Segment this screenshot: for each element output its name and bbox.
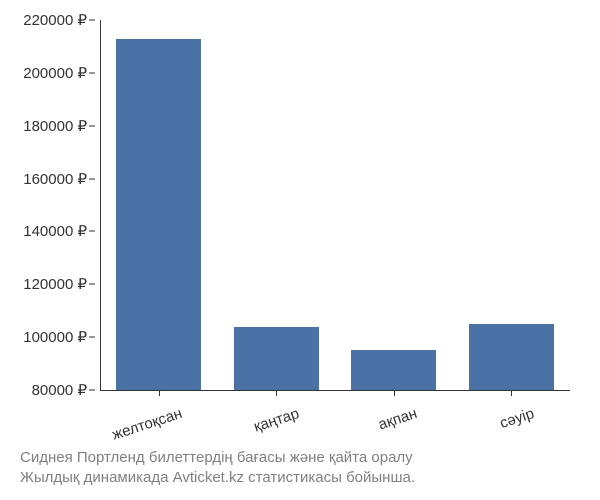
y-tick-label: 100000 ₽ — [23, 328, 87, 346]
y-tick-mark — [89, 284, 95, 285]
x-tick-mark — [159, 390, 160, 396]
y-tick-mark — [89, 178, 95, 179]
y-tick-label: 220000 ₽ — [23, 11, 87, 29]
bar — [116, 39, 201, 391]
y-tick-mark — [89, 231, 95, 232]
bar — [469, 324, 554, 390]
caption-line-1: Сиднея Портленд билеттердің бағасы және … — [20, 448, 580, 468]
x-axis-line — [100, 390, 570, 391]
y-tick-mark — [89, 20, 95, 21]
chart-container: 80000 ₽ 100000 ₽ 120000 ₽ 140000 ₽ 160000 ₽ 1… — [0, 0, 600, 500]
y-tick-mark — [89, 337, 95, 338]
x-axis-labels: желтоқсанқаңтарақпансәуір — [100, 395, 570, 445]
caption-line-2: Жылдық динамикада Avticket.kz статистика… — [20, 468, 580, 488]
bar — [351, 350, 436, 390]
y-tick-label: 180000 ₽ — [23, 117, 87, 135]
plot-area — [100, 20, 570, 390]
y-tick-mark — [89, 72, 95, 73]
y-tick-mark — [89, 390, 95, 391]
y-tick-label: 120000 ₽ — [23, 275, 87, 293]
bars-group — [100, 20, 570, 390]
y-tick-label: 200000 ₽ — [23, 64, 87, 82]
y-tick-label: 80000 ₽ — [32, 381, 87, 399]
y-tick-label: 160000 ₽ — [23, 170, 87, 188]
chart-caption: Сиднея Портленд билеттердің бағасы және … — [20, 448, 580, 489]
bar — [234, 327, 319, 390]
x-tick-mark — [511, 390, 512, 396]
y-tick-label: 140000 ₽ — [23, 222, 87, 240]
x-tick-mark — [394, 390, 395, 396]
x-tick-mark — [276, 390, 277, 396]
y-tick-mark — [89, 125, 95, 126]
y-axis: 80000 ₽100000 ₽120000 ₽140000 ₽160000 ₽1… — [0, 20, 95, 390]
